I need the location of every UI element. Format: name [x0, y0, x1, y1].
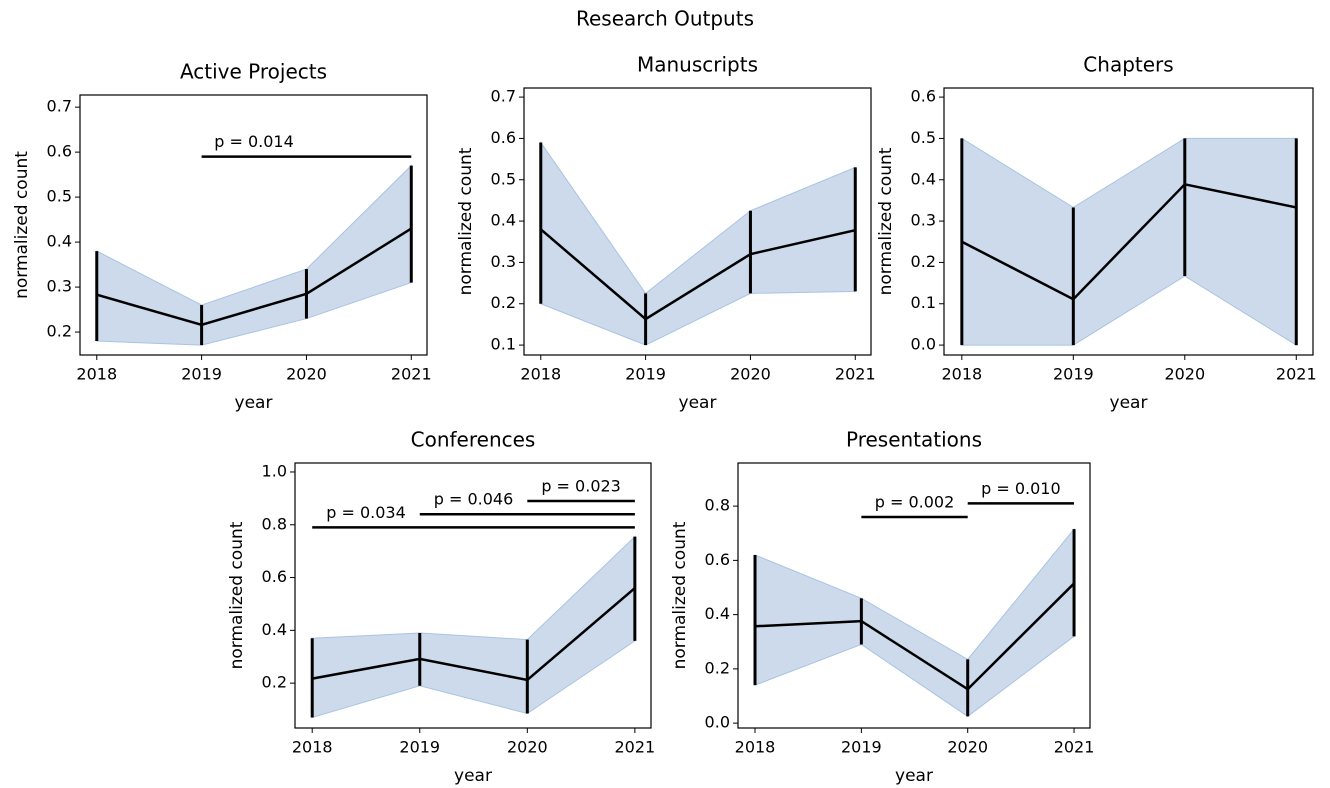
y-tick-label: 0.2 [47, 322, 72, 341]
y-axis-label: normalized count [876, 147, 896, 295]
significance-label: p = 0.034 [326, 503, 406, 522]
x-tick-label: 2018 [292, 738, 333, 757]
band [311, 535, 636, 719]
x-tick-label: 2019 [841, 738, 882, 757]
x-tick-label: 2021 [1054, 738, 1095, 757]
y-tick-label: 0.4 [911, 169, 936, 188]
band [540, 140, 856, 346]
subplot: Conferences year normalized count 2018 2019 2… [227, 428, 655, 787]
x-tick-label: 2020 [730, 365, 771, 384]
y-tick-label: 0.3 [47, 277, 72, 296]
y-tick-label: 0.8 [262, 514, 287, 533]
line [311, 587, 636, 682]
x-tick-label: 2020 [947, 738, 988, 757]
x-tick-label: 2019 [399, 738, 440, 757]
y-tick-label: 0.6 [705, 550, 730, 569]
y-tick-label: 0.5 [47, 187, 72, 206]
y-tick-label: 0.1 [491, 335, 516, 354]
y-tick-label: 0.1 [911, 293, 936, 312]
x-tick-label: 2020 [507, 738, 548, 757]
axes-frame [737, 462, 1091, 729]
axes-frame [79, 94, 428, 356]
y-tick-label: 0.8 [705, 496, 730, 515]
x-tick-label: 2019 [181, 365, 222, 384]
x-tick-label: 2019 [625, 365, 666, 384]
significance-label: p = 0.046 [434, 490, 514, 509]
y-tick-label: 0.6 [47, 142, 72, 161]
y-tick-label: 0.6 [491, 128, 516, 147]
y-tick-label: 0.2 [911, 252, 936, 271]
x-tick-label: 2021 [391, 365, 432, 384]
significance-label: p = 0.023 [541, 477, 621, 496]
subplot: Manuscripts year normalized count 2018 2019 2… [456, 53, 876, 414]
y-tick-label: 0.3 [911, 211, 936, 230]
y-axis-label: normalized count [12, 151, 32, 299]
y-tick-label: 0.4 [491, 211, 516, 230]
y-tick-label: 0.6 [262, 567, 287, 586]
subplot-title: Manuscripts [637, 53, 758, 77]
band [96, 164, 412, 346]
x-tick-label: 2019 [1053, 365, 1094, 384]
y-tick-label: 0.7 [47, 97, 72, 116]
x-tick-label: 2018 [735, 738, 776, 757]
x-tick-label: 2020 [1164, 365, 1205, 384]
y-tick-label: 0.4 [262, 620, 287, 639]
significance-label: p = 0.010 [981, 479, 1061, 498]
line [96, 227, 412, 327]
x-tick-label: 2021 [615, 738, 656, 757]
axes-frame [523, 87, 872, 356]
y-tick-label: 0.6 [911, 87, 936, 106]
x-tick-label: 2018 [76, 365, 117, 384]
x-tick-label: 2018 [941, 365, 982, 384]
subplot: Active Projects year normalized count 2018 2… [12, 60, 432, 414]
subplot: Presentations year normalized count 2018 201… [670, 428, 1094, 787]
axes-frame [294, 462, 652, 729]
subplot: Chapters year normalized count 2018 2019 2020… [876, 53, 1317, 414]
line [754, 582, 1075, 691]
y-tick-label: 0.2 [491, 293, 516, 312]
x-axis-label: year [679, 393, 717, 413]
y-axis-label: normalized count [670, 521, 690, 669]
subplot-title: Chapters [1083, 53, 1173, 77]
x-tick-label: 2021 [835, 365, 876, 384]
y-axis-label: normalized count [227, 521, 247, 669]
y-axis-label: normalized count [456, 147, 476, 295]
y-tick-label: 0.2 [262, 673, 287, 692]
y-tick-label: 0.0 [705, 713, 730, 732]
y-tick-label: 0.5 [911, 128, 936, 147]
line [961, 182, 1297, 301]
x-tick-label: 2021 [1276, 365, 1317, 384]
y-tick-label: 0.2 [705, 658, 730, 677]
y-tick-label: 0.4 [705, 604, 730, 623]
subplot-title: Conferences [411, 428, 536, 452]
x-tick-label: 2018 [520, 365, 561, 384]
x-axis-label: year [1110, 393, 1148, 413]
significance-label: p = 0.014 [214, 132, 294, 151]
axes-frame [943, 87, 1314, 356]
y-tick-label: 0.4 [47, 232, 72, 251]
y-tick-label: 0.0 [911, 335, 936, 354]
line [539, 228, 856, 321]
figure-title: Research Outputs [576, 7, 754, 31]
x-tick-label: 2020 [286, 365, 327, 384]
y-tick-label: 0.7 [491, 87, 516, 106]
y-tick-label: 0.3 [491, 252, 516, 271]
subplot-title: Presentations [846, 428, 982, 452]
x-axis-label: year [895, 766, 933, 786]
significance-label: p = 0.002 [875, 492, 955, 511]
subplot-title: Active Projects [180, 60, 327, 84]
y-tick-label: 1.0 [262, 461, 287, 480]
x-axis-label: year [235, 393, 273, 413]
x-axis-label: year [454, 766, 492, 786]
y-tick-label: 0.5 [491, 169, 516, 188]
